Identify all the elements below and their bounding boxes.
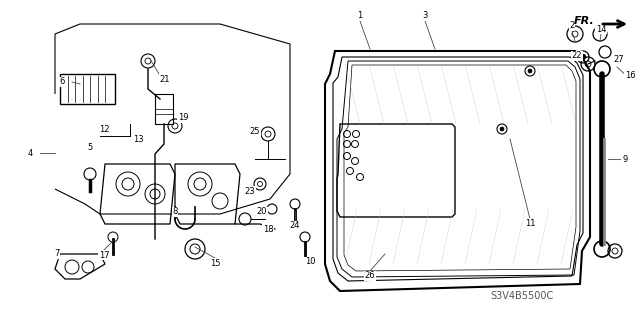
Text: 19: 19 [178,114,188,122]
Text: 5: 5 [88,144,93,152]
Text: 27: 27 [614,56,624,64]
Text: 20: 20 [257,207,268,217]
Text: 13: 13 [132,135,143,144]
Text: 26: 26 [365,271,375,280]
Text: 12: 12 [99,124,109,133]
Text: 7: 7 [54,249,60,258]
Text: 2: 2 [570,21,575,31]
Text: 8: 8 [172,207,178,217]
Text: 21: 21 [160,75,170,84]
Circle shape [500,127,504,131]
Text: 17: 17 [99,250,109,259]
Text: S3V4B5500C: S3V4B5500C [490,291,553,301]
Text: 3: 3 [422,11,428,20]
Text: 14: 14 [596,25,606,33]
Bar [60,74,115,104]
Text: 6: 6 [60,78,65,86]
Text: 10: 10 [305,257,316,266]
Text: 15: 15 [210,258,220,268]
Text: 1: 1 [357,11,363,20]
Bar [155,94,173,124]
Text: 18: 18 [262,225,273,234]
Circle shape [528,69,532,73]
Text: 11: 11 [525,219,535,227]
Text: 16: 16 [625,70,636,79]
Text: 4: 4 [28,149,33,158]
Text: 24: 24 [290,221,300,231]
Circle shape [580,55,586,60]
Text: 22: 22 [572,51,582,61]
Text: 23: 23 [244,187,255,196]
Text: 25: 25 [250,127,260,136]
Text: 9: 9 [622,154,628,164]
Text: FR.: FR. [574,16,595,26]
